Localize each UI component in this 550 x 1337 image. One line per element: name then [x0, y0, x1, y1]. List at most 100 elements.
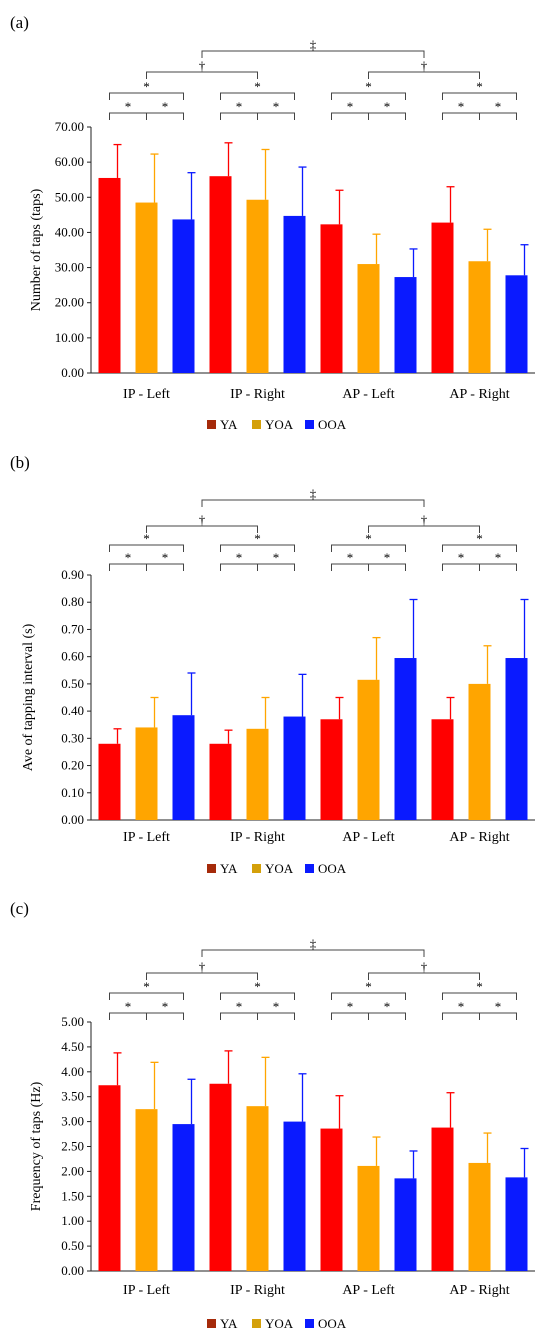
bar-yoa-2: [357, 1165, 380, 1271]
bar-yoa-1: [246, 728, 269, 820]
bar-chart-svg: (b) 0.00 0.10 0.20 0.30 0.40 0.50 0.60 0.70 0.80 0…: [10, 453, 535, 876]
sig-bracket-inner-right-symbol: *: [273, 999, 280, 1014]
y-tick-label: 0.00: [61, 812, 84, 827]
bar-ooa-3: [505, 1177, 528, 1271]
sig-bracket-ip-symbol: †: [199, 959, 206, 974]
legend-swatch-ya: [207, 1319, 216, 1328]
sig-bracket-ap: [368, 525, 480, 533]
legend-swatch-ooa: [305, 1319, 314, 1328]
sig-bracket-inner-left-symbol: *: [125, 999, 132, 1014]
sig-bracket-inner-left-symbol: *: [125, 99, 132, 114]
sig-bracket-ip-vs-ap: [201, 499, 425, 507]
sig-bracket-inner-right: [368, 112, 406, 120]
legend-label-ya: YA: [220, 417, 238, 432]
sig-bracket-outer: [331, 92, 406, 100]
bar-ooa-2: [394, 1178, 417, 1271]
y-tick-label: 2.50: [61, 1139, 84, 1154]
sig-bracket-inner-left: [220, 112, 258, 120]
bar-yoa-2: [357, 264, 380, 373]
bar-ya-2: [320, 719, 343, 820]
sig-bracket-inner-left-symbol: *: [236, 550, 243, 565]
panel-label: (a): [10, 13, 29, 32]
y-tick-label: 0.30: [61, 730, 84, 745]
bar-ooa-0: [172, 715, 195, 820]
y-tick-label: 5.00: [61, 1014, 84, 1029]
x-tick-label: IP - Left: [123, 387, 170, 402]
sig-bracket-outer-symbol: *: [254, 979, 261, 994]
sig-bracket-inner-right-symbol: *: [495, 999, 502, 1014]
sig-bracket-inner-right-symbol: *: [384, 999, 391, 1014]
panel-label: (c): [10, 899, 29, 918]
legend-swatch-ooa: [305, 864, 314, 873]
legend: YA YOA OOA: [207, 417, 347, 432]
sig-bracket-inner-right-symbol: *: [162, 550, 169, 565]
sig-bracket-inner-right: [257, 563, 295, 571]
bar-ya-0: [98, 743, 121, 820]
y-tick-label: 1.00: [61, 1213, 84, 1228]
sig-bracket-inner-right-symbol: *: [162, 999, 169, 1014]
sig-bracket-inner-left: [220, 563, 258, 571]
y-tick-label: 50.00: [55, 189, 84, 204]
bar-ooa-1: [283, 716, 306, 820]
y-tick-label: 0.50: [61, 676, 84, 691]
bar-ya-3: [431, 222, 454, 373]
y-axis-label: Number of taps (taps): [29, 188, 44, 311]
sig-bracket-inner-left: [331, 1012, 369, 1020]
legend-swatch-ya: [207, 420, 216, 429]
bar-ooa-0: [172, 1124, 195, 1271]
y-tick-label: 3.00: [61, 1114, 84, 1129]
sig-bracket-ap: [368, 972, 480, 980]
sig-bracket-inner-right: [479, 112, 517, 120]
x-tick-label: AP - Right: [449, 387, 509, 402]
bar-ya-1: [209, 1083, 232, 1271]
sig-bracket-outer: [220, 992, 295, 1000]
sig-bracket-inner-right: [257, 1012, 295, 1020]
legend-label-yoa: YOA: [265, 861, 294, 876]
sig-bracket-ip-symbol: †: [199, 512, 206, 527]
sig-bracket-outer: [109, 544, 184, 552]
bar-yoa-3: [468, 1162, 491, 1271]
x-tick-label: AP - Right: [449, 830, 509, 845]
y-tick-label: 3.50: [61, 1089, 84, 1104]
sig-bracket-inner-left: [331, 563, 369, 571]
sig-bracket-inner-right-symbol: *: [384, 99, 391, 114]
bar-ya-3: [431, 719, 454, 820]
legend-swatch-yoa: [252, 864, 261, 873]
sig-bracket-inner-left-symbol: *: [458, 999, 465, 1014]
bar-ya-1: [209, 743, 232, 820]
bar-yoa-1: [246, 1106, 269, 1271]
y-tick-label: 4.50: [61, 1039, 84, 1054]
bar-ya-2: [320, 224, 343, 373]
bar-ooa-0: [172, 219, 195, 373]
bar-ya-0: [98, 1085, 121, 1271]
sig-bracket-outer-symbol: *: [365, 531, 372, 546]
sig-bracket-inner-right: [368, 563, 406, 571]
y-tick-label: 0.90: [61, 567, 84, 582]
sig-bracket-outer: [331, 544, 406, 552]
y-tick-label: 30.00: [55, 260, 84, 275]
sig-bracket-inner-left: [442, 1012, 480, 1020]
bar-chart-svg: (a) 0.00 10.00 20.00 30.00 40.00 50.00 60.00 70.…: [10, 13, 535, 432]
sig-bracket-inner-left: [109, 563, 147, 571]
y-tick-label: 0.40: [61, 703, 84, 718]
sig-bracket-outer-symbol: *: [143, 79, 150, 94]
bar-yoa-3: [468, 683, 491, 820]
sig-bracket-inner-right: [479, 563, 517, 571]
sig-bracket-inner-left: [109, 1012, 147, 1020]
sig-bracket-ip-symbol: †: [199, 58, 206, 73]
sig-bracket-outer-symbol: *: [476, 979, 483, 994]
sig-bracket-ap-symbol: †: [421, 58, 428, 73]
bar-yoa-0: [135, 1109, 158, 1271]
sig-bracket-ap-symbol: †: [421, 512, 428, 527]
y-tick-label: 0.10: [61, 785, 84, 800]
x-tick-label: IP - Left: [123, 830, 170, 845]
y-tick-label: 0.00: [61, 1263, 84, 1278]
bar-ya-3: [431, 1127, 454, 1271]
y-tick-label: 0.00: [61, 365, 84, 380]
panel-label: (b): [10, 453, 30, 472]
legend: YA YOA OOA: [207, 861, 347, 876]
x-tick-label: AP - Left: [342, 830, 394, 845]
sig-bracket-ip-vs-ap-symbol: ‡: [310, 37, 317, 52]
bar-ooa-3: [505, 658, 528, 820]
chart-panel-c: (c) 0.00 0.50 1.00 1.50 2.00 2.50 3.00 3.50 4.00 4…: [0, 888, 550, 1337]
